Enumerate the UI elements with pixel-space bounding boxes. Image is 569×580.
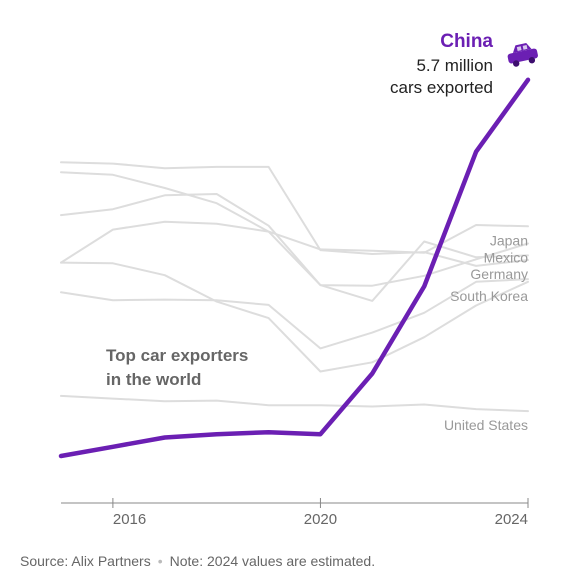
x-tick-label-2016: 2016: [113, 511, 146, 528]
series-line-unlabeled-5: [60, 278, 529, 350]
series-label-south-korea: South Korea: [450, 288, 528, 304]
series-label-japan: Japan: [490, 232, 528, 248]
source-footer: Source: Alix Partners • Note: 2024 values …: [20, 553, 375, 569]
series-line-united-states: [60, 394, 529, 413]
series-line-japan: [60, 171, 529, 254]
china-series-group: [58, 77, 531, 459]
china-label: China: [440, 31, 493, 52]
separator-dot-icon: •: [157, 553, 163, 569]
series-line-mexico: [60, 193, 529, 287]
china-value-label: 5.7 million: [416, 56, 493, 75]
series-line-south-korea: [60, 261, 529, 373]
series-label-germany: Germany: [470, 266, 528, 282]
series-line-germany: [60, 161, 529, 267]
series-line-china: [58, 77, 531, 459]
note-text: Note: 2024 values are estimated.: [169, 553, 376, 569]
series-label-united-states: United States: [444, 417, 528, 433]
x-tick-label-2024: 2024: [495, 511, 528, 528]
source-text: Source: Alix Partners: [20, 553, 151, 569]
background-series-group: [60, 161, 529, 413]
x-tick-label-2020: 2020: [304, 511, 337, 528]
chart-annotation-line-1: Top car exporters: [106, 346, 248, 365]
series-label-mexico: Mexico: [484, 250, 529, 266]
series-line-unlabeled-4: [60, 220, 529, 302]
car-icon: [507, 43, 538, 67]
chart-annotation-line-2: in the world: [106, 370, 201, 389]
x-axis: 2016 2020 2024: [61, 498, 529, 528]
china-unit-label: cars exported: [390, 78, 493, 97]
